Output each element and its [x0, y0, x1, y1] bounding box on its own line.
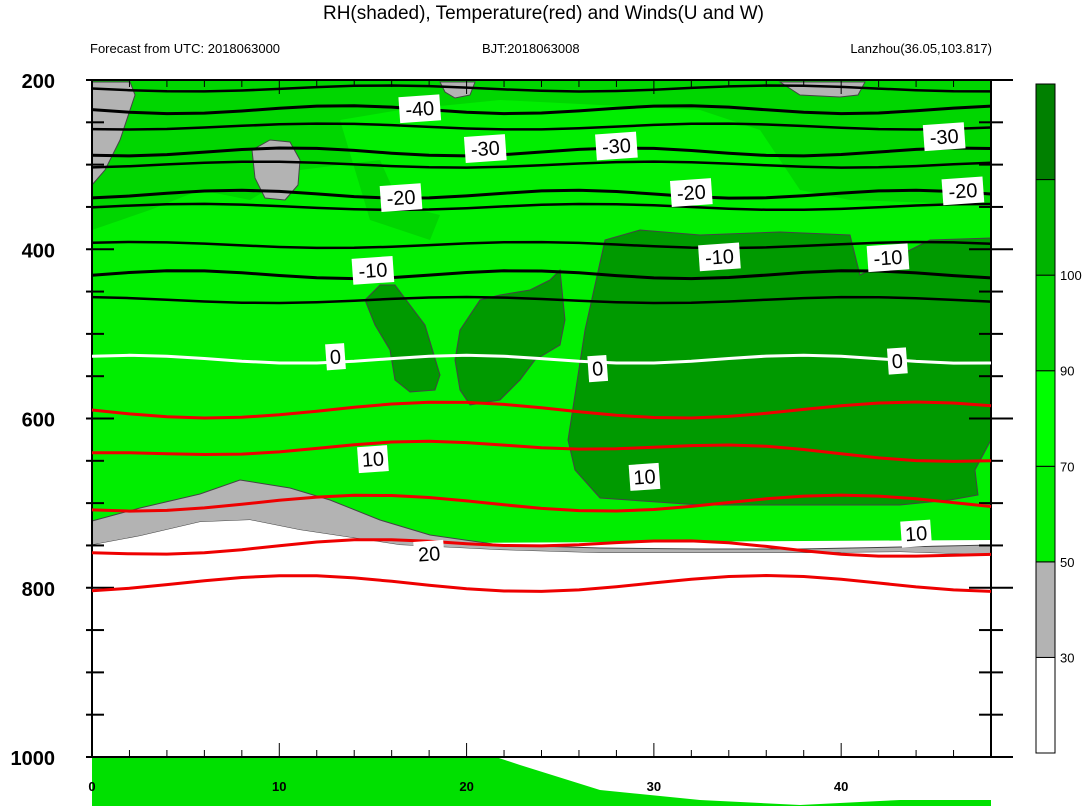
contour-label: 10 [357, 445, 389, 474]
temp-contour-aux-red [91, 493, 992, 513]
rh-90-100-blob-a [364, 284, 441, 393]
terrain-mask [92, 520, 991, 757]
contour-label: 20 [413, 539, 445, 568]
y-tick-label: 1000 [11, 748, 56, 770]
rh-band-bottom [92, 625, 991, 806]
x-tick-label: 30 [647, 779, 661, 794]
temp-contour-aux [91, 122, 992, 131]
temp-contour-aux [91, 240, 992, 250]
temp-contour-0 [91, 353, 992, 365]
contour-label-text: -10 [704, 246, 734, 270]
y-tick-label: 400 [22, 240, 55, 262]
rh-90-100-blob-b [454, 268, 566, 406]
contour-label-text: -10 [358, 259, 388, 283]
colorbar-segment [1035, 179, 1056, 276]
contour-label-text: 10 [361, 448, 385, 471]
temp-contour-aux [91, 84, 992, 93]
axis-ticks [86, 79, 1013, 758]
contour-label: -20 [669, 178, 713, 207]
contour-label-text: -30 [470, 138, 500, 162]
colorbar-segment [1035, 370, 1056, 467]
temp-contour-aux [91, 295, 992, 305]
location-subtitle: Lanzhou(36.05,103.817) [850, 41, 992, 56]
contour-label-text: 0 [329, 346, 342, 369]
contour-label-text: 10 [904, 523, 928, 546]
contour-label: -20 [941, 176, 985, 206]
temp-contour-10 [92, 439, 992, 463]
temp-contour--40 [91, 104, 992, 116]
colorbar: 30 50 70 90 100 [1035, 83, 1082, 754]
contour-label-text: 0 [591, 358, 604, 381]
contour-label-text: 20 [417, 543, 441, 566]
contour-label: -10 [866, 243, 910, 273]
contour-label: -20 [379, 183, 423, 213]
colorbar-label: 100 [1060, 268, 1082, 283]
contour-label: -40 [398, 94, 442, 124]
rh-90-100-region [567, 229, 992, 506]
contour-label-text: -20 [386, 187, 416, 211]
contour-label: -10 [351, 256, 395, 285]
colorbar-segment [1035, 83, 1056, 181]
temp-contour-aux [91, 160, 992, 169]
temp-contour--30 [91, 146, 992, 158]
contour-label-text: -30 [601, 135, 631, 159]
rh-30-50-patch [251, 139, 301, 201]
contour-label: -30 [463, 134, 507, 163]
contour-label: 10 [900, 519, 932, 548]
contour-label-text: -20 [676, 182, 706, 206]
x-tick-label: 20 [459, 779, 473, 794]
colorbar-label: 70 [1060, 459, 1074, 474]
x-tick-label: 10 [272, 779, 286, 794]
contour-label-text: -30 [929, 126, 959, 150]
chart-title: RH(shaded), Temperature(red) and Winds(U… [322, 3, 765, 24]
colorbar-segment [1035, 465, 1056, 563]
contour-label: 0 [886, 347, 908, 375]
y-tick-label: 600 [22, 410, 55, 432]
colorbar-label: 90 [1060, 364, 1074, 379]
contour-label: 10 [628, 462, 661, 491]
y-tick-label: 200 [22, 71, 55, 93]
temp-contour-aux-red [91, 573, 992, 593]
bjt-subtitle: BJT:2018063008 [482, 41, 580, 56]
x-tick-label: 0 [88, 779, 95, 794]
contour-label: 0 [325, 343, 346, 371]
contour-label: -30 [595, 131, 638, 161]
temp-contour-20 [91, 538, 992, 558]
contour-labels: -40 -30 -30 -30 -20 -20 -20 -10 -10 -10 0 0 0 10 10 10 2… [325, 94, 985, 568]
contour-label: -30 [922, 122, 966, 152]
contour-label-text: -40 [405, 98, 435, 122]
contour-label-text: -20 [948, 180, 978, 204]
x-tick-label: 40 [834, 779, 848, 794]
contour-label: 0 [587, 354, 609, 383]
contour-label-text: -10 [873, 247, 903, 271]
contour-label-text: 10 [633, 466, 657, 489]
y-tick-label: 800 [22, 579, 55, 601]
temperature-lines [91, 84, 992, 593]
colorbar-segment [1035, 561, 1056, 658]
forecast-subtitle: Forecast from UTC: 2018063000 [90, 41, 281, 56]
contour-label: -10 [698, 242, 741, 272]
colorbar-segment [1035, 274, 1056, 372]
temp-contour--10 [91, 269, 992, 281]
temp-contour-aux [91, 202, 992, 212]
colorbar-label: 50 [1060, 555, 1074, 570]
temp-contour-aux-red [91, 400, 992, 420]
temp-contour--20 [91, 188, 992, 200]
colorbar-segment [1035, 656, 1056, 754]
rh-shading [91, 80, 992, 806]
contour-label-text: 0 [891, 351, 904, 374]
colorbar-label: 30 [1060, 650, 1074, 665]
rh-50-70-upper [92, 80, 991, 240]
